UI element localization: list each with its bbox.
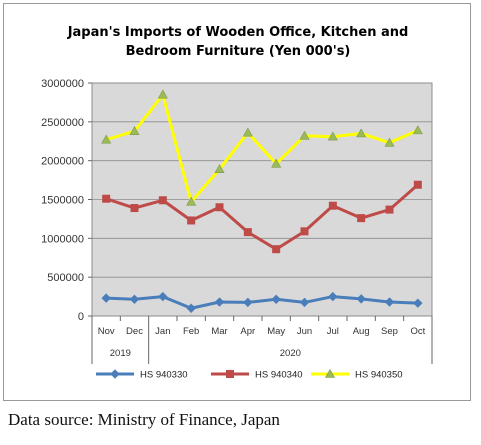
series-line [106, 295, 418, 310]
x-tick-label: Jun [297, 326, 312, 337]
y-tick-label: 1000000 [41, 233, 84, 245]
data-point [328, 201, 337, 210]
line-chart: Japan's Imports of Wooden Office, Kitche… [41, 25, 433, 381]
data-point [242, 127, 253, 137]
y-tick-label: 0 [78, 311, 84, 323]
year-label: 2019 [110, 348, 131, 359]
data-point [101, 293, 111, 303]
x-tick-label: Apr [240, 326, 255, 337]
data-point [271, 158, 282, 168]
y-tick-label: 500000 [47, 272, 84, 284]
data-source-note: Data source: Ministry of Finance, Japan [8, 410, 280, 429]
data-point [158, 291, 168, 302]
data-point [187, 216, 196, 225]
legend-marker [226, 370, 234, 378]
data-point [186, 303, 196, 313]
legend-item: HS 940330 [96, 369, 188, 381]
data-point [328, 291, 338, 302]
y-tick-label: 1500000 [41, 195, 84, 207]
data-point [243, 228, 252, 237]
chart-frame: Japan's Imports of Wooden Office, Kitche… [3, 3, 471, 401]
data-point [272, 245, 281, 254]
data-point [356, 128, 367, 138]
data-point [157, 89, 168, 99]
data-point [130, 204, 139, 213]
legend-item: HS 940350 [311, 368, 403, 381]
x-tick-label: Feb [183, 326, 199, 337]
data-point [129, 126, 140, 135]
data-point [158, 196, 167, 205]
x-tick-label: Dec [126, 326, 143, 337]
data-point [129, 294, 140, 305]
data-point [385, 205, 394, 214]
legend-label: HS 940340 [255, 370, 303, 381]
data-point [357, 214, 366, 223]
data-point [214, 297, 225, 307]
data-point [327, 131, 338, 141]
data-point [384, 137, 395, 147]
series-line [105, 93, 419, 204]
x-tick-label: Jul [327, 326, 339, 337]
x-tick-label: Sep [381, 326, 398, 337]
chart-title-line-1: Japan's Imports of Wooden Office, Kitche… [67, 25, 409, 40]
legend-label: HS 940350 [355, 370, 403, 381]
data-point [384, 297, 395, 307]
chart-title-line-2: Bedroom Furniture (Yen 000's) [126, 44, 351, 59]
plot-area [91, 82, 433, 317]
data-point [271, 294, 281, 305]
data-point [101, 134, 112, 144]
x-tick-label: Jan [155, 326, 170, 337]
legend-item: HS 940340 [211, 370, 303, 381]
legend-label: HS 940330 [140, 370, 188, 381]
series-line [105, 183, 419, 251]
data-point [300, 227, 309, 236]
x-tick-label: Oct [410, 326, 425, 337]
legend-marker [110, 369, 120, 379]
axes: 0 500000 1000000 1500000 2000000 2500000 30000… [41, 78, 433, 364]
data-point [412, 125, 423, 135]
data-point [356, 294, 366, 304]
x-tick-label: Mar [211, 326, 227, 337]
data-point [299, 297, 310, 308]
data-point [214, 164, 225, 174]
x-tick-label: May [267, 326, 285, 337]
legend-marker [324, 368, 336, 378]
data-point [413, 298, 423, 308]
x-tick-label: Nov [98, 326, 115, 337]
series-hs-940330 [101, 291, 423, 313]
series-hs-940350 [101, 89, 423, 206]
x-tick-label: Aug [353, 326, 370, 337]
y-tick-label: 2000000 [41, 156, 84, 168]
data-point [215, 203, 224, 212]
y-tick-label: 3000000 [41, 78, 84, 90]
legend: HS 940330 HS 940340 HS 940350 [96, 368, 403, 381]
data-point [243, 297, 253, 308]
data-point [299, 130, 310, 140]
data-point [186, 196, 197, 206]
series-hs-940340 [102, 180, 422, 254]
data-point [102, 194, 111, 203]
data-point [413, 180, 422, 189]
y-tick-label: 2500000 [41, 117, 84, 129]
series-layer [101, 89, 423, 313]
year-label: 2020 [280, 348, 301, 359]
